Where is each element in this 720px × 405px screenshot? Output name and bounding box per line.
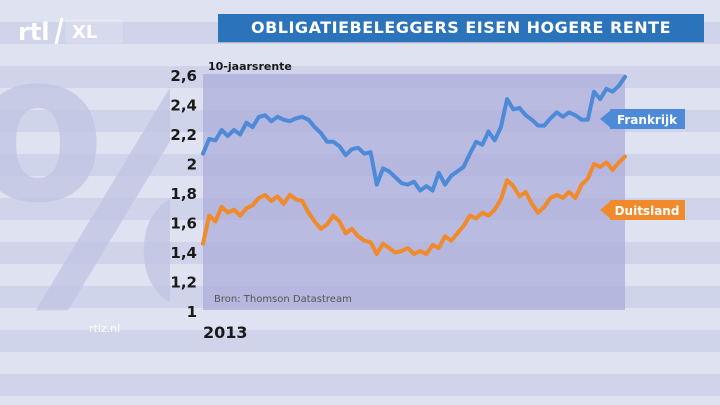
series-line-frankrijk bbox=[201, 74, 627, 193]
y-tick-label: 1,8 bbox=[170, 185, 197, 203]
y-tick-label: 1,2 bbox=[170, 274, 197, 292]
y-tick-label: 2,4 bbox=[170, 97, 197, 115]
y-tick-label: 2,2 bbox=[170, 126, 197, 144]
series-line-duitsland bbox=[201, 154, 627, 256]
svg-text:XL: XL bbox=[72, 22, 97, 43]
plot-area bbox=[203, 74, 625, 310]
y-tick-label: 1,6 bbox=[170, 215, 197, 233]
rtl-xl-logo: rtl XL bbox=[18, 17, 123, 46]
svg-text:rtl: rtl bbox=[18, 18, 50, 46]
y-tick-label: 2 bbox=[187, 156, 197, 174]
legend-item-duitsland: Duitsland bbox=[600, 200, 685, 220]
y-tick-label: 1 bbox=[187, 303, 197, 321]
y-tick-label: 2,6 bbox=[170, 67, 197, 85]
footer-url: rtlz.nl bbox=[89, 322, 121, 335]
legend-item-frankrijk: Frankrijk bbox=[600, 109, 685, 129]
percent-watermark-icon: % bbox=[0, 0, 170, 405]
y-axis-label: 10-jaarsrente bbox=[208, 60, 292, 73]
legend: Frankrijk Duitsland bbox=[600, 109, 685, 220]
page-title: OBLIGATIEBELEGGERS EISEN HOGERE RENTE bbox=[218, 14, 704, 42]
legend-label: Duitsland bbox=[615, 204, 680, 218]
series-lines bbox=[201, 74, 627, 256]
y-tick-label: 1,4 bbox=[170, 244, 197, 262]
source-label: Bron: Thomson Datastream bbox=[214, 294, 352, 305]
y-tick-labels: 1 1,2 1,4 1,6 1,8 2 2,2 2,4 2,6 bbox=[170, 67, 197, 321]
x-start-label: 2013 bbox=[203, 323, 248, 342]
legend-label: Frankrijk bbox=[617, 113, 678, 127]
